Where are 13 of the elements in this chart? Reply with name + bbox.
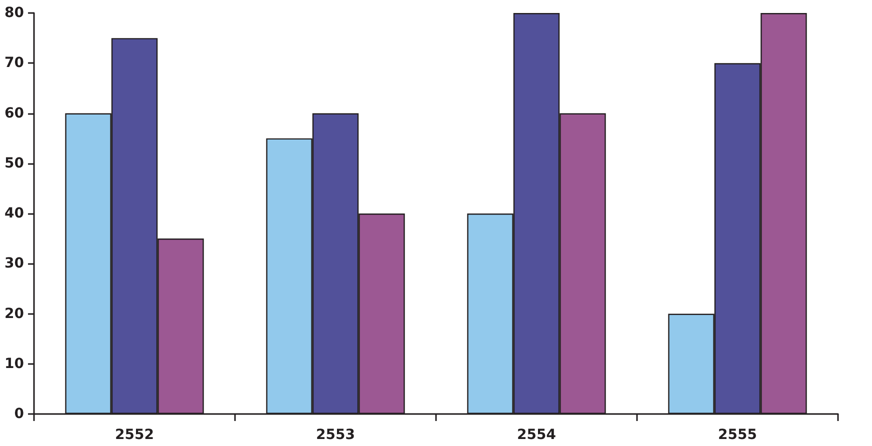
y-tick-label: 60 — [4, 105, 24, 122]
y-tick-label: 80 — [4, 5, 24, 21]
y-tick-label: 30 — [4, 256, 24, 272]
x-tick-label: 2554 — [517, 427, 556, 443]
x-tick-label: 2555 — [718, 427, 757, 443]
y-tick-label: 10 — [4, 356, 24, 372]
x-tick-label: 2553 — [316, 427, 355, 443]
y-tick-label: 40 — [4, 206, 24, 222]
y-tick-label: 20 — [4, 306, 24, 322]
y-tick-label: 0 — [14, 406, 24, 422]
y-tick-label: 50 — [4, 155, 24, 172]
x-tick-label: 2552 — [115, 427, 154, 443]
y-tick-label: 70 — [4, 55, 24, 72]
